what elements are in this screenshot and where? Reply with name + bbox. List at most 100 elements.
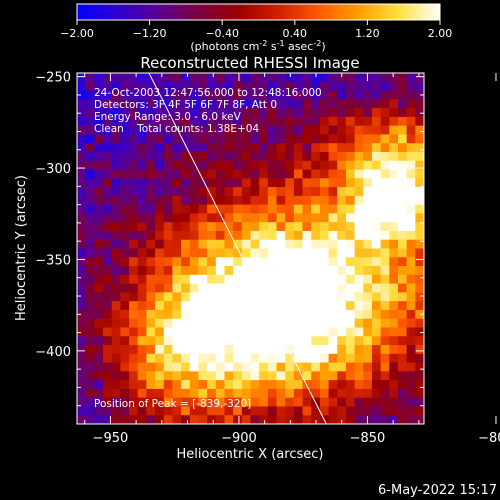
heatmap-cell [155,266,165,276]
heatmap-cell [302,151,312,162]
heatmap-cell [111,73,121,83]
heatmap-cell [172,283,182,293]
heatmap-cell [94,362,104,372]
heatmap-cell [181,371,191,381]
heatmap-cell [181,406,191,416]
heatmap-cell [389,204,399,214]
plot-date: 6-May-2022 15:17 [378,483,497,498]
heatmap-cell [328,283,338,293]
heatmap-cell [207,318,217,328]
heatmap-cell [129,230,139,241]
heatmap-cell [293,187,304,197]
heatmap-cell [380,169,390,179]
heatmap-cell [103,371,113,381]
heatmap-cell [250,353,260,364]
heatmap-cell [406,108,416,118]
heatmap-cell [146,318,156,328]
heatmap-cell [285,99,295,109]
heatmap-cell [285,266,295,276]
heatmap-cell [103,388,113,399]
heatmap-cell [241,204,252,214]
heatmap-cell [415,108,424,118]
heatmap-cell [233,301,243,311]
heatmap-cell [380,73,390,83]
heatmap-cell [155,143,165,153]
heatmap-cell [319,353,330,364]
heatmap-cell [129,178,139,188]
heatmap-cell [181,134,191,144]
heatmap-cell [137,257,147,267]
heatmap-cell [129,397,139,407]
heatmap-cell [120,99,130,109]
heatmap-cell [415,248,424,258]
heatmap-cell [155,239,165,249]
heatmap-cell [198,99,208,109]
heatmap-cell [155,222,165,232]
heatmap-cell [129,222,139,232]
heatmap-cell [285,380,295,390]
heatmap-cell [389,73,399,83]
heatmap-cell [415,195,424,206]
heatmap-cell [250,187,260,197]
heatmap-cell [103,266,113,276]
heatmap-cell [224,143,234,153]
heatmap-cell [259,195,269,206]
heatmap-cell [85,81,95,92]
heatmap-pixels [77,73,424,424]
heatmap-cell [354,134,364,144]
heatmap-cell [241,309,252,320]
heatmap-cell [354,108,364,118]
heatmap-cell [94,336,104,346]
heatmap-cell [345,116,356,127]
heatmap-cell [94,116,104,127]
heatmap-cell [337,388,347,399]
heatmap-cell [189,143,199,153]
heatmap-cell [293,178,304,188]
heatmap-cell [259,90,269,100]
heatmap-cell [120,336,130,346]
heatmap-cell [276,116,286,127]
heatmap-cell [120,371,130,381]
heatmap-cell [155,99,165,109]
heatmap-cell [285,292,295,302]
heatmap-cell [354,151,364,162]
heatmap-cell [267,213,278,223]
heatmap-cell [389,415,399,424]
heatmap-cell [77,397,87,407]
heatmap-cell [371,134,382,144]
heatmap-cell [345,239,356,249]
heatmap-cell [172,353,182,364]
heatmap-cell [207,415,217,424]
heatmap-cell [233,345,243,355]
heatmap-cell [181,81,191,92]
heatmap-cell [129,187,139,197]
heatmap-cell [397,301,408,311]
heatmap-cell [380,204,390,214]
heatmap-cell [285,274,295,285]
heatmap-cell [189,73,199,83]
heatmap-cell [337,143,347,153]
heatmap-cell [129,73,139,83]
heatmap-cell [207,248,217,258]
heatmap-cell [337,371,347,381]
heatmap-cell [380,178,390,188]
heatmap-cell [94,371,104,381]
heatmap-cell [380,309,390,320]
heatmap-cell [345,266,356,276]
heatmap-cell [111,160,121,171]
heatmap-cell [406,336,416,346]
heatmap-cell [380,301,390,311]
heatmap-cell [181,257,191,267]
heatmap-cell [111,108,121,118]
heatmap-cell [250,151,260,162]
heatmap-cell [259,257,269,267]
heatmap-cell [380,380,390,390]
heatmap-cell [85,292,95,302]
heatmap-cell [94,169,104,179]
heatmap-cell [345,125,356,135]
heatmap-cell [181,380,191,390]
heatmap-cell [233,266,243,276]
heatmap-cell [94,292,104,302]
heatmap-cell [94,195,104,206]
heatmap-cell [371,292,382,302]
